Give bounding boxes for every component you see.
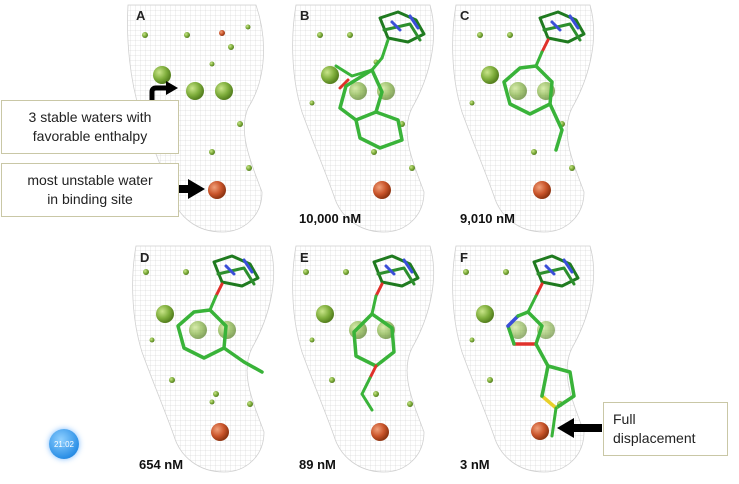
small-water-dot (209, 399, 215, 405)
unstable-water-sphere (208, 181, 226, 199)
panel-e: E 89 nM (292, 245, 435, 473)
panel-c: C 9,010 nM (452, 4, 595, 233)
small-water-dot (329, 377, 335, 383)
small-water-dot (503, 269, 509, 275)
unstable-water-sphere (373, 181, 391, 199)
unstable-water-sphere (531, 422, 549, 440)
stable-water-sphere (481, 66, 499, 84)
small-water-dot (569, 165, 575, 171)
ligand-scaffold (176, 254, 264, 374)
small-water-dot (531, 149, 537, 155)
panel-letter-e: E (300, 250, 309, 265)
panel-letter-a: A (136, 8, 146, 23)
small-water-dot (303, 269, 309, 275)
small-water-dot (409, 165, 415, 171)
binding-pocket-surface (452, 245, 595, 473)
small-water-dot (245, 24, 251, 30)
ligand-scaffold (506, 254, 580, 438)
callout-full-displacement-text: Full displacement (613, 411, 696, 446)
panel-letter-f: F (460, 250, 468, 265)
small-water-dot (184, 32, 190, 38)
unstable-water-sphere (371, 423, 389, 441)
small-water-dot (183, 269, 189, 275)
small-water-dot (317, 32, 323, 38)
callout-stable-waters-text: 3 stable waters with favorable enthalpy (28, 109, 152, 144)
stable-water-sphere (476, 305, 494, 323)
stable-water-sphere (349, 82, 367, 100)
small-water-dot (373, 391, 379, 397)
affinity-label-d: 654 nM (139, 457, 183, 472)
small-water-dot (371, 149, 377, 155)
stable-water-sphere (215, 82, 233, 100)
small-water-dot (507, 32, 513, 38)
small-water-dot (246, 165, 252, 171)
unstable-water-sphere (533, 181, 551, 199)
small-water-dot (209, 61, 215, 67)
clock-badge[interactable]: 21:02 (49, 429, 79, 459)
affinity-label-e: 89 nM (299, 457, 336, 472)
small-water-dot (142, 32, 148, 38)
small-water-dot (343, 269, 349, 275)
small-water-dot (469, 337, 475, 343)
affinity-label-f: 3 nM (460, 457, 490, 472)
arrow-full-displacement (557, 418, 602, 438)
panel-d: D 654 nM (132, 245, 275, 473)
stable-water-sphere (321, 66, 339, 84)
callout-full-displacement: Full displacement (603, 402, 728, 456)
stable-water-sphere (189, 321, 207, 339)
stable-water-sphere (509, 321, 527, 339)
small-water-dot (487, 377, 493, 383)
stable-water-sphere (316, 305, 334, 323)
panel-b: B 10,000 nM (292, 4, 435, 233)
panel-letter-b: B (300, 8, 309, 23)
affinity-label-c: 9,010 nM (460, 211, 515, 226)
ligand-scaffold (334, 10, 426, 150)
callout-unstable-water-text: most unstable water in binding site (27, 172, 153, 207)
small-water-dot (407, 401, 413, 407)
stable-water-sphere (153, 66, 171, 84)
arrow-unstable-water (168, 179, 205, 199)
unstable-water-sphere (211, 423, 229, 441)
small-water-dot (309, 100, 315, 106)
binding-pocket-surface (452, 4, 595, 233)
small-water-dot (219, 30, 225, 36)
stable-water-sphere (156, 305, 174, 323)
small-water-dot (149, 337, 155, 343)
small-water-dot (143, 269, 149, 275)
small-water-dot (209, 149, 215, 155)
callout-stable-waters: 3 stable waters with favorable enthalpy (1, 100, 179, 154)
small-water-dot (169, 377, 175, 383)
small-water-dot (477, 32, 483, 38)
panel-letter-d: D (140, 250, 149, 265)
small-water-dot (213, 391, 219, 397)
small-water-dot (463, 269, 469, 275)
small-water-dot (469, 100, 475, 106)
panel-f: F 3 nM (452, 245, 595, 473)
clock-badge-time: 21:02 (53, 439, 75, 449)
arrow-stable-waters (149, 81, 178, 104)
small-water-dot (247, 401, 253, 407)
affinity-label-b: 10,000 nM (299, 211, 361, 226)
small-water-dot (228, 44, 234, 50)
stable-water-sphere (509, 82, 527, 100)
ligand-scaffold (352, 254, 420, 412)
callout-unstable-water: most unstable water in binding site (1, 163, 179, 217)
small-water-dot (309, 337, 315, 343)
small-water-dot (347, 32, 353, 38)
small-water-dot (237, 121, 243, 127)
ligand-scaffold (502, 10, 586, 152)
stable-water-sphere (186, 82, 204, 100)
panel-letter-c: C (460, 8, 470, 23)
